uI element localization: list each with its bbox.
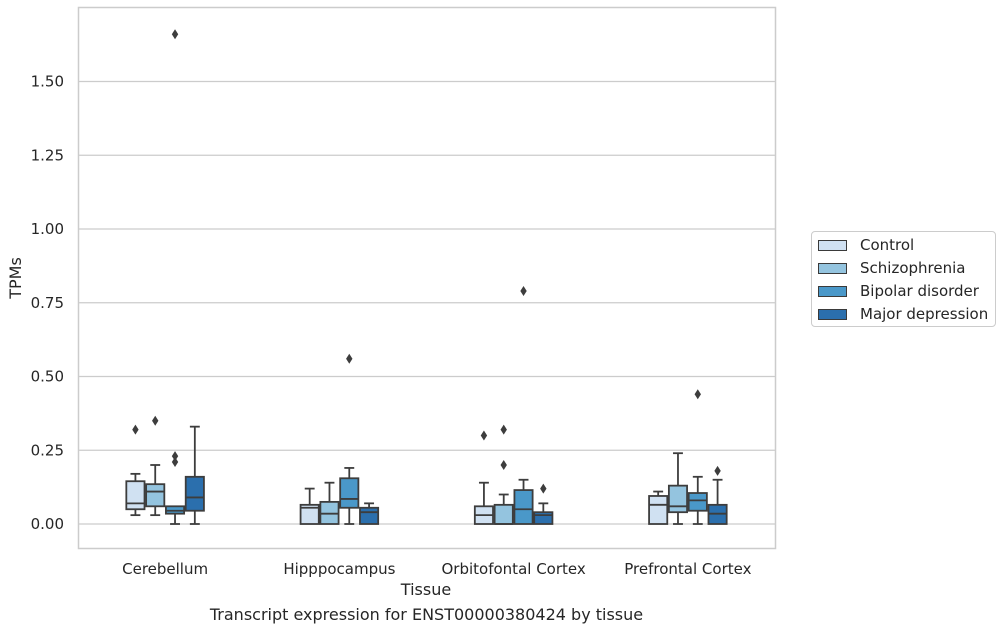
box-major-depression-hipppocampus bbox=[359, 502, 380, 525]
x-tick-label: Orbitofontal Cortex bbox=[442, 560, 586, 578]
box-major-depression-prefrontal-cortex bbox=[707, 465, 728, 525]
x-axis-label: Tissue bbox=[400, 580, 451, 599]
outlier-point bbox=[500, 460, 507, 470]
outlier-point bbox=[152, 415, 159, 426]
box-bipolar-disorder-prefrontal-cortex bbox=[687, 389, 708, 525]
outlier-point bbox=[171, 29, 179, 40]
y-tick-label: 0.50 bbox=[31, 368, 64, 386]
plot-frame bbox=[77, 6, 777, 550]
box-series bbox=[125, 29, 728, 525]
box-iqr bbox=[533, 511, 554, 525]
legend-item-major-depression: Major depression bbox=[818, 304, 988, 324]
outlier-point bbox=[520, 285, 527, 296]
y-axis-label: TPMs bbox=[6, 257, 25, 300]
box-bipolar-disorder-orbitofontal-cortex bbox=[513, 285, 534, 525]
box-iqr bbox=[184, 475, 205, 512]
outlier-point bbox=[132, 424, 139, 435]
y-tick-label: 0.25 bbox=[31, 441, 64, 459]
legend-item-control: Control bbox=[818, 235, 914, 255]
outlier-point bbox=[171, 451, 179, 462]
y-tick-label: 0.00 bbox=[31, 515, 64, 533]
box-bipolar-disorder-cerebellum bbox=[165, 29, 186, 525]
box-control-prefrontal-cortex bbox=[648, 490, 669, 525]
box-iqr bbox=[299, 503, 320, 525]
outlier-point bbox=[694, 389, 701, 400]
box-control-hipppocampus bbox=[299, 487, 320, 525]
box-iqr bbox=[145, 483, 166, 508]
legend-label-control: Control bbox=[860, 236, 915, 254]
legend-label-schizophrenia: Schizophrenia bbox=[860, 259, 966, 277]
box-control-cerebellum bbox=[125, 424, 146, 517]
box-iqr bbox=[513, 489, 534, 525]
outlier-point bbox=[480, 430, 488, 441]
outlier-point bbox=[171, 457, 179, 468]
outlier-point bbox=[346, 353, 353, 364]
outlier-point bbox=[714, 465, 721, 476]
box-iqr bbox=[359, 506, 380, 525]
outlier-point bbox=[540, 483, 547, 494]
legend-swatch-control bbox=[818, 239, 847, 251]
legend-item-bipolar-disorder: Bipolar disorder bbox=[818, 281, 979, 301]
box-schizophrenia-orbitofontal-cortex bbox=[493, 424, 514, 525]
outlier-point bbox=[500, 424, 507, 435]
box-iqr bbox=[339, 477, 360, 509]
box-schizophrenia-hipppocampus bbox=[319, 481, 340, 525]
legend-swatch-bipolar-disorder bbox=[818, 285, 847, 297]
box-iqr bbox=[125, 480, 146, 511]
box-bipolar-disorder-hipppocampus bbox=[339, 353, 360, 525]
box-iqr bbox=[493, 503, 514, 525]
y-tick-label: 1.00 bbox=[31, 220, 64, 238]
box-schizophrenia-cerebellum bbox=[145, 415, 166, 517]
box-iqr bbox=[667, 484, 688, 514]
y-tick-label: 1.50 bbox=[31, 73, 64, 91]
legend-swatch-major-depression bbox=[818, 308, 847, 320]
x-tick-labels: Cerebellum Hipppocampus Orbitofontal Corte… bbox=[122, 560, 751, 578]
x-tick-label: Prefrontal Cortex bbox=[624, 560, 751, 578]
x-tick-label: Cerebellum bbox=[122, 560, 208, 578]
legend: Control Schizophrenia Bipolar disorder M… bbox=[811, 231, 996, 327]
legend-label-bipolar-disorder: Bipolar disorder bbox=[860, 282, 979, 300]
box-iqr bbox=[648, 495, 669, 525]
box-iqr bbox=[687, 492, 708, 512]
x-tick-label: Hipppocampus bbox=[283, 560, 395, 578]
y-tick-label: 0.75 bbox=[31, 294, 64, 312]
chart-caption: Transcript expression for ENST0000038042… bbox=[209, 605, 644, 624]
box-schizophrenia-prefrontal-cortex bbox=[667, 452, 688, 525]
box-major-depression-cerebellum bbox=[184, 425, 205, 525]
legend-label-major-depression: Major depression bbox=[860, 305, 989, 323]
legend-item-schizophrenia: Schizophrenia bbox=[818, 258, 965, 278]
box-control-orbitofontal-cortex bbox=[473, 430, 494, 525]
grid-lines bbox=[78, 80, 775, 525]
legend-swatch-schizophrenia bbox=[818, 262, 847, 274]
y-tick-labels: 0.00 0.25 0.50 0.75 1.00 1.25 1.50 bbox=[31, 73, 64, 534]
y-tick-label: 1.25 bbox=[31, 146, 64, 164]
box-major-depression-orbitofontal-cortex bbox=[533, 483, 554, 525]
